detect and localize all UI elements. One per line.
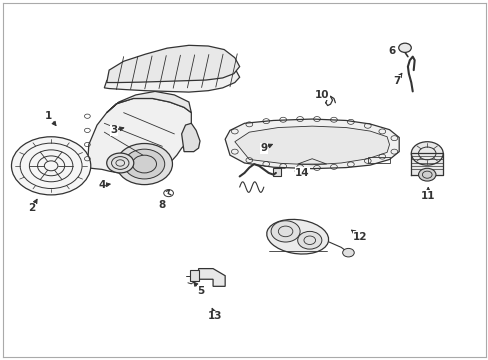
Polygon shape xyxy=(234,126,389,165)
Circle shape xyxy=(11,137,91,195)
Text: 5: 5 xyxy=(197,285,204,296)
Polygon shape xyxy=(224,119,398,168)
Text: 2: 2 xyxy=(28,203,35,213)
Text: 12: 12 xyxy=(352,232,367,242)
Polygon shape xyxy=(410,153,442,175)
Circle shape xyxy=(297,231,321,249)
Polygon shape xyxy=(104,54,239,92)
Text: 7: 7 xyxy=(392,76,400,86)
Text: 13: 13 xyxy=(208,311,223,321)
Circle shape xyxy=(116,144,172,185)
Polygon shape xyxy=(181,123,200,152)
Circle shape xyxy=(106,153,134,173)
Text: 9: 9 xyxy=(260,143,267,153)
Circle shape xyxy=(418,168,435,181)
Circle shape xyxy=(342,248,353,257)
Text: 3: 3 xyxy=(110,125,117,135)
Text: 14: 14 xyxy=(295,168,309,178)
Text: 8: 8 xyxy=(159,200,165,210)
Polygon shape xyxy=(190,270,198,281)
Circle shape xyxy=(410,142,442,165)
Text: 1: 1 xyxy=(45,111,52,121)
Polygon shape xyxy=(87,99,191,176)
Polygon shape xyxy=(106,45,239,82)
Text: 11: 11 xyxy=(420,191,435,201)
Ellipse shape xyxy=(266,219,328,254)
Polygon shape xyxy=(106,91,191,113)
Circle shape xyxy=(398,43,410,53)
Circle shape xyxy=(270,221,300,242)
Circle shape xyxy=(124,149,164,179)
Text: 6: 6 xyxy=(387,46,395,56)
Text: 4: 4 xyxy=(98,180,105,190)
Text: 10: 10 xyxy=(314,90,328,100)
Polygon shape xyxy=(272,168,280,176)
Polygon shape xyxy=(198,269,224,286)
